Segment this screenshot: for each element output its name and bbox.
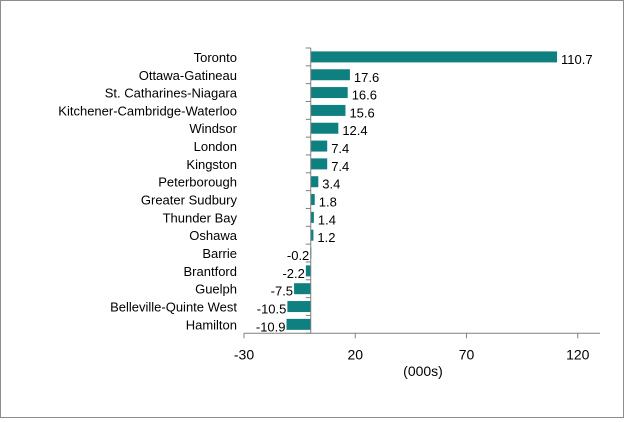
bar <box>310 211 314 223</box>
bar <box>310 122 339 134</box>
data-label: 1.4 <box>318 212 336 227</box>
category-label: Guelph <box>195 282 237 297</box>
data-label: 1.8 <box>319 195 337 210</box>
bar <box>310 229 314 241</box>
category-label: Belleville-Quinte West <box>110 300 237 315</box>
data-label: -10.9 <box>256 319 286 334</box>
bars-group <box>286 51 558 330</box>
data-label: -2.2 <box>282 266 304 281</box>
data-label: -7.5 <box>271 284 293 299</box>
category-label: Toronto <box>194 50 237 65</box>
data-label: 15.6 <box>349 105 374 120</box>
category-label: Greater Sudbury <box>141 193 238 208</box>
bar <box>310 158 328 170</box>
category-label: Ottawa-Gatineau <box>139 68 237 83</box>
category-labels: Toronto Ottawa-Gatineau St. Catharines-Nia… <box>58 50 237 332</box>
x-tick-label: -30 <box>234 346 254 362</box>
data-label: 7.4 <box>331 159 349 174</box>
category-label: Barrie <box>202 246 237 261</box>
axes: -30 20 70 120 <box>234 47 600 362</box>
data-label: 16.6 <box>352 88 377 103</box>
bar <box>310 104 346 116</box>
bar <box>310 176 319 188</box>
x-axis-label: (000s) <box>403 363 443 379</box>
data-label: 12.4 <box>342 123 367 138</box>
bar <box>310 87 348 99</box>
category-label: Hamilton <box>186 317 237 332</box>
data-label: 110.7 <box>561 52 593 67</box>
x-tick-label: 70 <box>459 346 475 362</box>
bar <box>310 140 328 152</box>
category-label: Kingston <box>186 157 237 172</box>
value-labels: 110.717.616.615.612.47.47.43.41.81.41.2-… <box>256 52 593 334</box>
data-label: 17.6 <box>354 70 379 85</box>
category-label: Windsor <box>189 121 237 136</box>
data-label: 1.2 <box>317 230 335 245</box>
bar <box>294 283 311 295</box>
x-tick-label: 120 <box>566 346 590 362</box>
category-label: Brantford <box>184 264 237 279</box>
category-label: London <box>194 139 237 154</box>
bar <box>286 318 311 330</box>
category-label: Kitchener-Cambridge-Waterloo <box>58 103 237 118</box>
category-label: Thunder Bay <box>163 210 238 225</box>
category-label: Oshawa <box>189 228 237 243</box>
data-label: 7.4 <box>331 141 349 156</box>
data-label: -0.2 <box>287 248 309 263</box>
category-label: Peterborough <box>158 175 237 190</box>
bar <box>310 51 558 63</box>
data-label: -10.5 <box>257 302 287 317</box>
bar <box>287 301 311 313</box>
data-label: 3.4 <box>322 177 340 192</box>
bar <box>310 69 350 81</box>
bar <box>310 194 315 206</box>
bar <box>305 265 311 277</box>
category-label: St. Catharines-Niagara <box>105 86 238 101</box>
x-tick-label: 20 <box>347 346 363 362</box>
